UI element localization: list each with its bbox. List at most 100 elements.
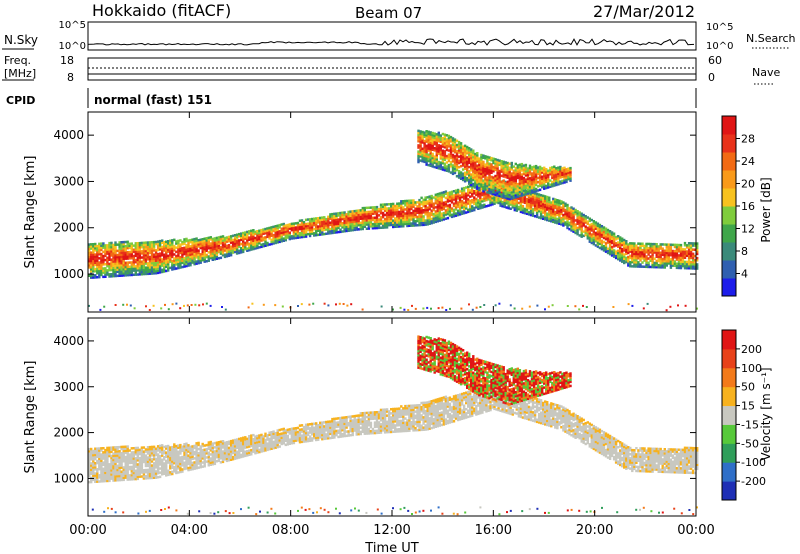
data-cell	[167, 256, 170, 260]
data-cell	[296, 228, 300, 231]
data-cell	[102, 453, 105, 456]
data-cell	[677, 245, 681, 249]
data-cell	[260, 239, 263, 242]
data-cell	[94, 457, 97, 461]
data-cell	[118, 458, 121, 461]
data-cell	[556, 221, 559, 225]
data-cell	[553, 167, 556, 171]
data-cell	[112, 446, 115, 449]
data-cell	[90, 266, 93, 269]
data-cell	[461, 145, 465, 148]
data-cell	[310, 219, 314, 223]
data-cell	[470, 181, 473, 185]
data-cell	[588, 230, 591, 233]
data-cell	[308, 232, 312, 236]
data-cell	[221, 243, 225, 247]
data-cell	[669, 266, 673, 269]
data-cell	[506, 168, 509, 171]
data-cell	[175, 302, 178, 305]
data-cell	[451, 141, 455, 144]
data-cell	[219, 250, 223, 253]
data-cell	[345, 229, 348, 233]
data-cell	[244, 243, 247, 247]
data-cell	[538, 165, 542, 169]
data-cell	[520, 179, 524, 183]
data-cell	[381, 215, 385, 219]
data-cell	[96, 455, 99, 459]
data-cell	[128, 453, 131, 456]
data-cell	[600, 231, 604, 234]
data-cell	[535, 215, 539, 219]
data-cell	[288, 223, 291, 226]
data-cell	[329, 213, 332, 216]
data-cell	[175, 250, 178, 254]
data-cell	[467, 210, 470, 214]
data-cell	[543, 168, 546, 172]
data-cell	[98, 453, 101, 456]
data-cell	[146, 474, 150, 478]
data-cell	[675, 266, 679, 270]
data-cell	[411, 304, 413, 307]
data-cell	[460, 191, 464, 195]
data-cell	[120, 268, 123, 271]
data-cell	[502, 175, 505, 178]
data-cell	[148, 245, 152, 248]
data-cell	[665, 255, 668, 259]
data-cell	[423, 152, 426, 155]
data-cell	[104, 252, 107, 256]
data-cell	[177, 239, 180, 243]
data-cell	[408, 207, 411, 211]
data-cell	[138, 248, 142, 251]
data-cell	[580, 227, 583, 230]
data-cell	[248, 248, 251, 252]
data-cell	[375, 226, 379, 230]
data-cell	[124, 257, 127, 260]
data-cell	[647, 265, 650, 269]
data-cell	[108, 248, 111, 251]
data-cell	[286, 223, 289, 227]
data-cell	[106, 256, 109, 260]
colorbar-swatch	[722, 170, 736, 189]
data-cell	[582, 304, 584, 307]
data-cell	[600, 247, 604, 251]
data-cell	[562, 201, 565, 204]
data-cell	[604, 231, 608, 235]
data-cell	[463, 150, 467, 154]
data-cell	[124, 466, 127, 469]
data-cell	[431, 144, 434, 147]
data-cell	[258, 242, 261, 245]
data-cell	[694, 242, 697, 245]
data-cell	[449, 138, 453, 141]
data-cell	[645, 257, 648, 260]
data-cell	[667, 253, 670, 257]
data-cell	[140, 467, 144, 470]
data-cell	[116, 460, 119, 463]
data-cell	[392, 211, 395, 214]
data-cell	[440, 216, 443, 220]
data-cell	[193, 262, 196, 266]
data-cell	[482, 154, 485, 157]
data-cell	[439, 144, 442, 148]
data-cell	[669, 260, 673, 263]
data-cell	[343, 223, 346, 227]
data-cell	[645, 263, 648, 266]
data-cell	[92, 453, 95, 457]
data-cell	[470, 162, 473, 166]
data-cell	[516, 187, 519, 190]
colorbar-swatch	[722, 116, 736, 135]
data-cell	[478, 163, 481, 167]
data-cell	[461, 174, 465, 178]
data-cell	[329, 215, 332, 218]
data-cell	[542, 211, 545, 214]
data-cell	[114, 452, 117, 455]
data-cell	[156, 259, 160, 262]
data-cell	[643, 253, 646, 256]
data-cell	[418, 200, 421, 204]
data-cell	[480, 164, 483, 167]
data-cell	[195, 243, 198, 247]
data-cell	[445, 146, 449, 150]
data-cell	[606, 241, 610, 244]
data-cell	[122, 263, 125, 267]
data-cell	[498, 171, 501, 175]
data-cell	[673, 260, 677, 263]
